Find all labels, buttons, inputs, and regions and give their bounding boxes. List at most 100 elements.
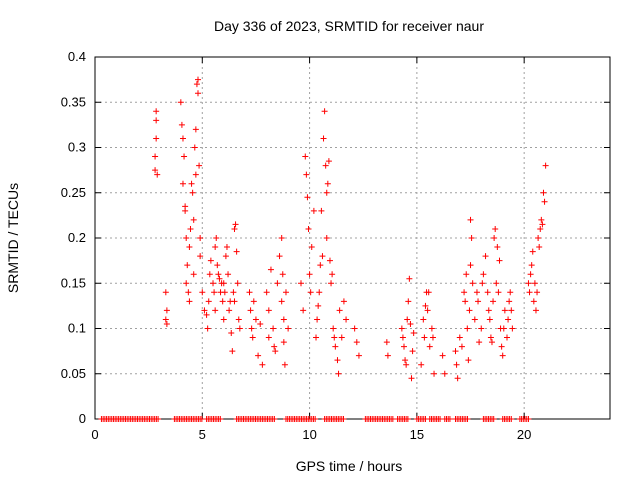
data-point <box>351 325 358 332</box>
data-point <box>236 325 243 332</box>
data-point <box>213 235 220 241</box>
x-tick-label: 20 <box>517 427 531 442</box>
data-point <box>343 316 350 323</box>
y-tick-label: 0.1 <box>68 321 86 336</box>
data-point <box>179 180 186 187</box>
data-point <box>195 90 201 97</box>
data-point <box>323 235 330 241</box>
data-point <box>215 271 222 278</box>
data-point <box>206 271 213 278</box>
data-point <box>186 244 193 251</box>
data-point <box>271 343 278 350</box>
data-point <box>321 108 328 115</box>
data-point <box>537 225 544 232</box>
data-point <box>452 348 459 355</box>
data-point <box>469 280 476 287</box>
data-point <box>314 316 321 323</box>
data-point <box>409 348 416 355</box>
data-point <box>526 289 533 296</box>
data-point <box>535 235 542 241</box>
zero-value-point <box>340 416 347 422</box>
data-point <box>500 325 507 332</box>
data-point <box>231 225 238 232</box>
data-point <box>478 325 485 332</box>
data-point <box>199 289 206 296</box>
data-point <box>298 280 304 287</box>
data-point <box>317 262 324 269</box>
data-point <box>410 330 417 337</box>
data-point <box>334 357 341 364</box>
data-point <box>467 216 474 223</box>
data-point <box>195 76 201 83</box>
y-tick-label: 0.25 <box>61 185 86 200</box>
data-point <box>302 153 309 160</box>
data-point <box>496 257 503 264</box>
data-point <box>192 126 199 133</box>
zero-value-point <box>312 416 319 422</box>
data-point <box>307 289 314 296</box>
data-point <box>408 375 415 382</box>
y-tick-label: 0.3 <box>68 140 86 155</box>
data-point <box>276 253 283 260</box>
data-point <box>274 280 281 287</box>
data-point <box>495 289 502 296</box>
data-point <box>335 370 342 377</box>
zero-value-point <box>217 416 224 422</box>
data-point <box>305 225 312 232</box>
data-point <box>528 262 535 269</box>
data-point <box>188 180 195 187</box>
zero-value-point <box>464 416 471 422</box>
data-point <box>190 216 197 223</box>
data-point <box>185 289 192 296</box>
data-point <box>461 289 468 296</box>
data-point <box>278 235 285 241</box>
plot-frame <box>94 56 611 420</box>
data-point <box>196 162 203 169</box>
data-point <box>219 298 226 305</box>
data-point <box>406 275 413 282</box>
data-point <box>507 289 514 296</box>
y-axis-label: SRMTID / TECUs <box>5 183 21 293</box>
data-point <box>308 244 315 251</box>
zero-value-point <box>446 416 453 422</box>
x-tick-label: 5 <box>199 427 206 442</box>
data-point <box>280 339 287 346</box>
data-point <box>248 325 255 332</box>
data-point <box>306 271 313 278</box>
data-point <box>315 302 322 309</box>
data-point <box>197 235 204 241</box>
x-tick-label: 0 <box>91 427 98 442</box>
data-point <box>225 271 232 278</box>
data-point <box>538 216 545 223</box>
data-point <box>490 298 497 305</box>
data-point <box>420 316 427 323</box>
data-point <box>330 325 337 332</box>
data-point <box>179 135 186 142</box>
zero-value-point <box>404 416 411 422</box>
data-point <box>353 339 360 346</box>
data-point <box>398 325 405 332</box>
data-point <box>509 325 516 332</box>
data-point <box>405 298 412 305</box>
data-point <box>456 334 463 341</box>
x-tick-label: 15 <box>410 427 424 442</box>
axis-ticks: 0 0.05 0.1 0.15 0.2 0.25 0.3 0.35 0.4 0 5 10 15 20 <box>61 49 610 442</box>
data-point <box>231 298 238 305</box>
data-point <box>184 262 191 269</box>
data-point <box>331 334 338 341</box>
data-point <box>154 171 161 178</box>
data-point <box>163 307 170 314</box>
data-point <box>542 162 549 169</box>
data-point <box>488 339 495 346</box>
data-point <box>211 289 218 296</box>
data-point <box>403 361 410 368</box>
zero-value-point <box>271 416 278 422</box>
data-points <box>98 76 549 422</box>
data-point <box>492 225 499 232</box>
data-point <box>316 289 323 296</box>
data-point <box>265 307 272 314</box>
data-point <box>285 325 292 332</box>
data-point <box>162 289 169 296</box>
data-point <box>473 289 480 296</box>
data-point <box>465 357 472 364</box>
